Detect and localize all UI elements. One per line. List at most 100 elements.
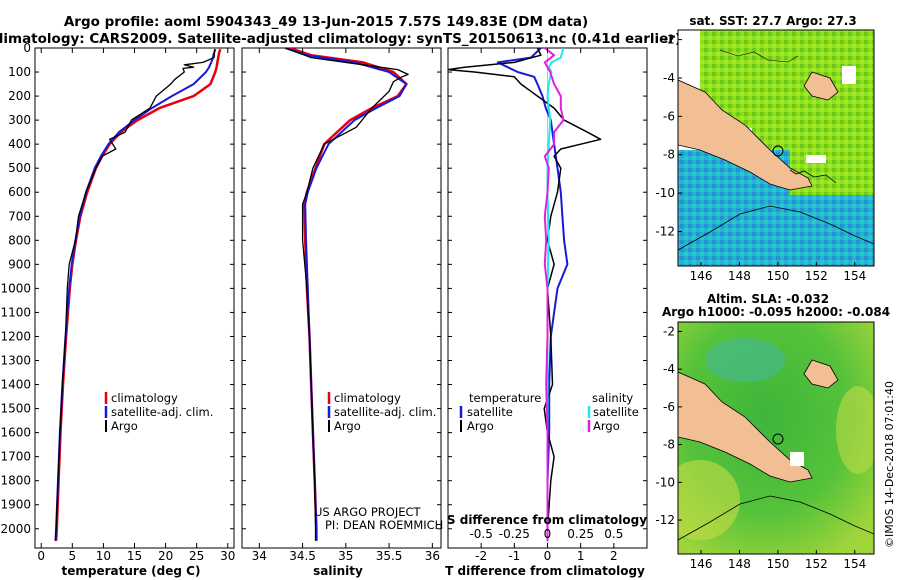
x-tick-label: 25 [189, 549, 204, 563]
x-tick-label: 2 [610, 549, 618, 563]
series-line-climatology [54, 48, 222, 541]
difference-xlabel-top: S difference from climatology [447, 513, 647, 527]
difference-lines [448, 48, 602, 548]
temperature-legend: climatology satellite-adj. clim. Argo [104, 391, 213, 433]
difference-legend: temperature satellite Argo salinity sate… [459, 391, 639, 433]
landmass-new-guinea [678, 371, 813, 483]
s-tick-label: 0 [544, 527, 552, 541]
depth-tick-label: 600 [8, 185, 31, 199]
x-tick-label: 20 [158, 549, 173, 563]
sla-map-frame [677, 321, 875, 555]
temperature-lines [54, 48, 222, 541]
map-y-tick-label: -2 [663, 33, 675, 47]
legend-title-salinity: salinity [592, 391, 633, 405]
depth-tick-label: 1200 [0, 329, 31, 343]
sla-map-title-line1: Altim. SLA: -0.032 [707, 292, 829, 306]
x-tick-label: 15 [127, 549, 142, 563]
x-tick-label: 36 [425, 549, 440, 563]
series-line-t-argo [448, 48, 602, 541]
legend-label-t-argo: Argo [467, 419, 494, 433]
difference-xlabel: T difference from climatology [445, 564, 645, 578]
landmass-island [803, 71, 839, 101]
legend-label-climatology: climatology [334, 391, 401, 405]
x-tick-label: 1 [577, 549, 585, 563]
difference-xticks: -2 -1 0 1 2 -0.5 -0.25 0 0.25 0.5 [469, 48, 623, 563]
legend-label-satellite: satellite-adj. clim. [111, 405, 213, 419]
series-line-t-satellite [496, 48, 569, 541]
sst-map-ticks: 146 148 150 152 154 -2 -4 -6 -8 -10 -12 [655, 33, 866, 283]
map-x-tick-label: 146 [690, 269, 713, 283]
map-x-tick-label: 148 [728, 269, 751, 283]
legend-label-s-argo: Argo [593, 419, 620, 433]
sla-map-ticks: 146 148 150 152 154 -2 -4 -6 -8 -10 -12 [655, 324, 866, 571]
x-tick-label: -1 [508, 549, 520, 563]
depth-tick-label: 1800 [0, 474, 31, 488]
map-x-tick-label: 152 [805, 269, 828, 283]
figure-title-line2: Climatology: CARS2009. Satellite-adjuste… [0, 31, 681, 47]
sla-map-title-line2: Argo h1000: -0.095 h2000: -0.084 [662, 305, 890, 319]
argo-position-marker [772, 145, 784, 157]
depth-tick-label: 700 [8, 209, 31, 223]
depth-axis: 0 100 200 300 400 500 600 700 800 900 1000 1100 1200… [0, 41, 647, 536]
series-line-argo [285, 48, 409, 541]
s-tick-label: -0.5 [469, 527, 492, 541]
s-tick-label: 0.5 [604, 527, 623, 541]
depth-tick-label: 800 [8, 233, 31, 247]
credit-line2: PI: DEAN ROEMMICH [325, 518, 443, 532]
map-y-tick-label: -2 [663, 324, 675, 338]
depth-tick-label: 1600 [0, 426, 31, 440]
depth-tick-label: 1900 [0, 498, 31, 512]
depth-tick-label: 2000 [0, 522, 31, 536]
figure-title-line1: Argo profile: aoml 5904343_49 13-Jun-201… [64, 14, 588, 30]
map-x-tick-label: 146 [690, 557, 713, 571]
map-x-tick-label: 154 [843, 269, 866, 283]
x-tick-label: 35 [338, 549, 353, 563]
depth-tick-label: 400 [8, 137, 31, 151]
series-line-argo [54, 49, 216, 541]
temperature-xlabel: temperature (deg C) [62, 564, 201, 578]
depth-tick-label: 500 [8, 161, 31, 175]
map-x-tick-label: 150 [766, 557, 789, 571]
sst-map-title: sat. SST: 27.7 Argo: 27.3 [689, 14, 856, 28]
coastline-australia [678, 495, 874, 554]
legend-label-argo: Argo [111, 419, 138, 433]
temperature-xticks: 0 5 10 15 20 25 30 [37, 48, 235, 563]
s-tick-label: 0.25 [567, 527, 594, 541]
legend-label-s-satellite: satellite [593, 405, 639, 419]
map-y-tick-label: -8 [663, 438, 675, 452]
map-y-tick-label: -6 [663, 400, 675, 414]
series-line-s-argo [543, 48, 565, 541]
salinity-legend: climatology satellite-adj. clim. Argo US… [314, 391, 443, 532]
depth-tick-label: 1300 [0, 354, 31, 368]
map-y-tick-label: -12 [655, 224, 675, 238]
depth-tick-label: 1700 [0, 450, 31, 464]
x-tick-label: 10 [96, 549, 111, 563]
map-y-tick-label: -8 [663, 148, 675, 162]
salinity-xticks: 34 34.5 35 35.5 36 [252, 48, 440, 563]
depth-tick-label: 0 [23, 41, 31, 55]
x-tick-label: 34 [252, 549, 267, 563]
depth-tick-label: 200 [8, 89, 31, 103]
legend-label-satellite: satellite-adj. clim. [334, 405, 436, 419]
map-y-tick-label: -4 [663, 362, 675, 376]
map-y-tick-label: -10 [655, 475, 675, 489]
legend-label-climatology: climatology [111, 391, 178, 405]
credit-line1: US ARGO PROJECT [314, 505, 422, 519]
map-x-tick-label: 152 [805, 557, 828, 571]
map-x-tick-label: 150 [766, 269, 789, 283]
s-tick-label: -0.25 [499, 527, 530, 541]
legend-label-argo: Argo [334, 419, 361, 433]
depth-tick-label: 1100 [0, 305, 31, 319]
map-y-tick-label: -4 [663, 71, 675, 85]
depth-tick-label: 300 [8, 113, 31, 127]
map-y-tick-label: -12 [655, 513, 675, 527]
x-tick-label: 0 [544, 549, 552, 563]
salinity-xlabel: salinity [313, 564, 363, 578]
map-x-tick-label: 148 [728, 557, 751, 571]
series-line-satellite-adj-clim- [284, 48, 408, 541]
map-x-tick-label: 154 [843, 557, 866, 571]
map-y-tick-label: -6 [663, 109, 675, 123]
landmass-island [803, 359, 839, 389]
depth-tick-label: 1000 [0, 281, 31, 295]
